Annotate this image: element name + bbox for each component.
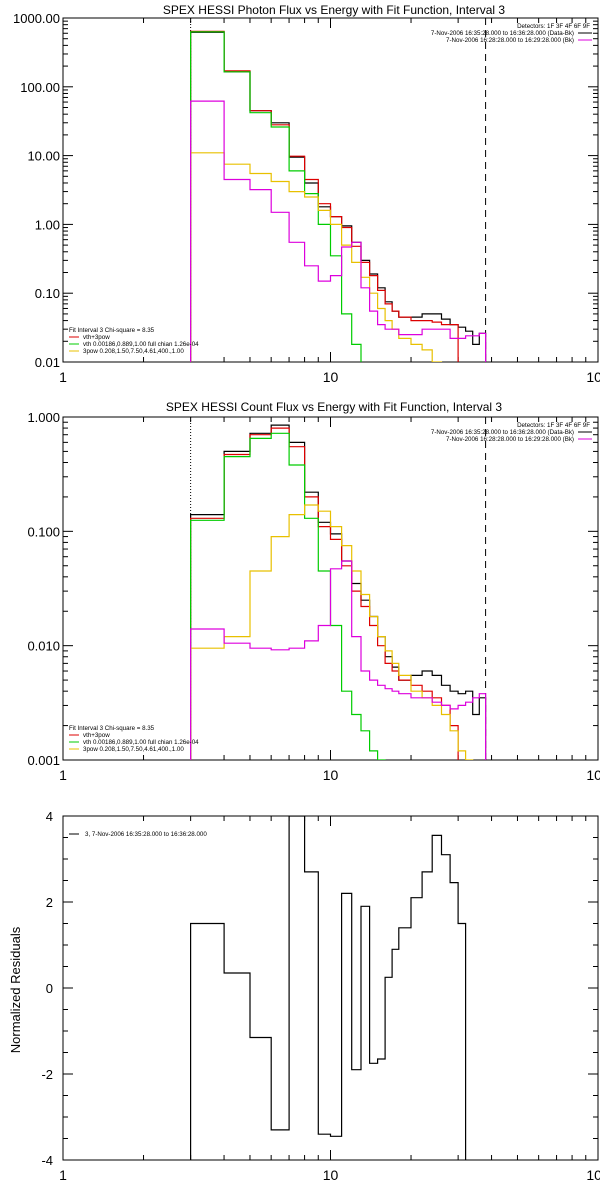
legend-right: Detectors: 1F 3F 4F 6F 9F7-Nov-2006 16:3…: [431, 23, 592, 44]
plot-frame: [62, 17, 599, 363]
legend-left-text: 3pow 0.208,1.50,7.50,4.61,400.,1.00: [83, 746, 184, 753]
legend-left-text: vth+3pow: [83, 334, 110, 341]
y-tick-label: 0.01: [35, 355, 60, 370]
series-line-0: [190, 816, 467, 1160]
x-tick-label: 1: [59, 767, 67, 783]
legend-left-text: Fit Interval 3 Chi-square = 8.35: [69, 725, 155, 732]
legend-left-text: vth 0.00186,0.889,1.00 full chian 1.26e-…: [83, 341, 199, 348]
series-group: [190, 424, 487, 760]
x-tick-label: 10: [323, 767, 339, 783]
y-tick-label: 0.100: [27, 524, 60, 539]
series-group: [190, 30, 487, 362]
legend-right-text: Detectors: 1F 3F 4F 6F 9F: [517, 23, 590, 30]
photon-flux-title: SPEX HESSI Photon Flux vs Energy with Fi…: [163, 3, 505, 17]
y-tick-label: -2: [41, 1067, 53, 1082]
y-tick-label: -4: [41, 1153, 53, 1168]
legend-left: 3, 7-Nov-2006 16:35:28.000 to 16:36:28.0…: [69, 831, 207, 838]
x-tick-label: 100: [586, 767, 600, 783]
y-tick-label: 0.010: [27, 639, 60, 654]
y-tick-label: 4: [46, 809, 53, 824]
legend-left-text: 3, 7-Nov-2006 16:35:28.000 to 16:36:28.0…: [85, 831, 207, 838]
legend-left-text: Fit Interval 3 Chi-square = 8.35: [69, 327, 155, 334]
legend-left-text: vth 0.00186,0.889,1.00 full chian 1.26e-…: [83, 739, 199, 746]
legend-right-text: Detectors: 1F 3F 4F 6F 9F: [517, 422, 590, 429]
y-tick-label: 1000.00: [13, 11, 60, 26]
residuals-panel: Normalized Residuals 1 10 100 -4 -2 0 2 4 3, 7-N…: [8, 809, 600, 1183]
y-tick-label: 1.00: [35, 217, 60, 232]
legend-right-text: 7-Nov-2006 16:35:28.000 to 16:36:28.000 …: [431, 30, 574, 37]
legend-right-text: 7-Nov-2006 16:28:28.000 to 16:29:28.000 …: [446, 37, 574, 44]
y-tick-label: 0.10: [35, 286, 60, 301]
series-line-3: [190, 152, 443, 362]
series-line-2: [190, 432, 386, 760]
photon-flux-panel: SPEX HESSI Photon Flux vs Energy with Fi…: [13, 3, 600, 385]
count-flux-panel: SPEX HESSI Count Flux vs Energy with Fit…: [27, 400, 600, 783]
legend-left-text: 3pow 0.208,1.50,7.50,4.61,400.,1.00: [83, 348, 184, 355]
x-tick-label: 100: [586, 369, 600, 385]
legend-right: Detectors: 1F 3F 4F 6F 9F7-Nov-2006 16:3…: [431, 422, 592, 443]
legend-left-text: vth+3pow: [83, 732, 110, 739]
series-group: [190, 816, 467, 1160]
plot-frame: [62, 815, 599, 1161]
y-tick-label: 10.00: [27, 149, 60, 164]
series-line-2: [190, 31, 362, 362]
y-tick-label: 2: [46, 895, 53, 910]
y-tick-label: 0.001: [27, 753, 60, 768]
legend-left: Fit Interval 3 Chi-square = 8.35vth+3pow…: [69, 327, 199, 355]
series-line-1: [190, 427, 459, 760]
y-tick-label: 100.00: [20, 80, 60, 95]
x-tick-label: 10: [323, 369, 339, 385]
y-tick-label: 1.000: [27, 410, 60, 425]
count-flux-title: SPEX HESSI Count Flux vs Energy with Fit…: [166, 400, 502, 414]
x-tick-label: 100: [586, 1167, 600, 1183]
series-line-3: [190, 504, 474, 760]
y-tick-label: 0: [46, 981, 53, 996]
x-tick-label: 10: [323, 1167, 339, 1183]
legend-right-text: 7-Nov-2006 16:28:28.000 to 16:29:28.000 …: [446, 436, 574, 443]
series-line-4: [190, 100, 487, 362]
legend-left: Fit Interval 3 Chi-square = 8.35vth+3pow…: [69, 725, 199, 753]
x-tick-label: 1: [59, 369, 67, 385]
x-tick-label: 1: [59, 1167, 67, 1183]
series-line-0: [190, 31, 487, 362]
legend-right-text: 7-Nov-2006 16:35:28.000 to 16:36:28.000 …: [431, 429, 574, 436]
residuals-y-label: Normalized Residuals: [8, 926, 23, 1053]
series-line-4: [190, 560, 487, 760]
